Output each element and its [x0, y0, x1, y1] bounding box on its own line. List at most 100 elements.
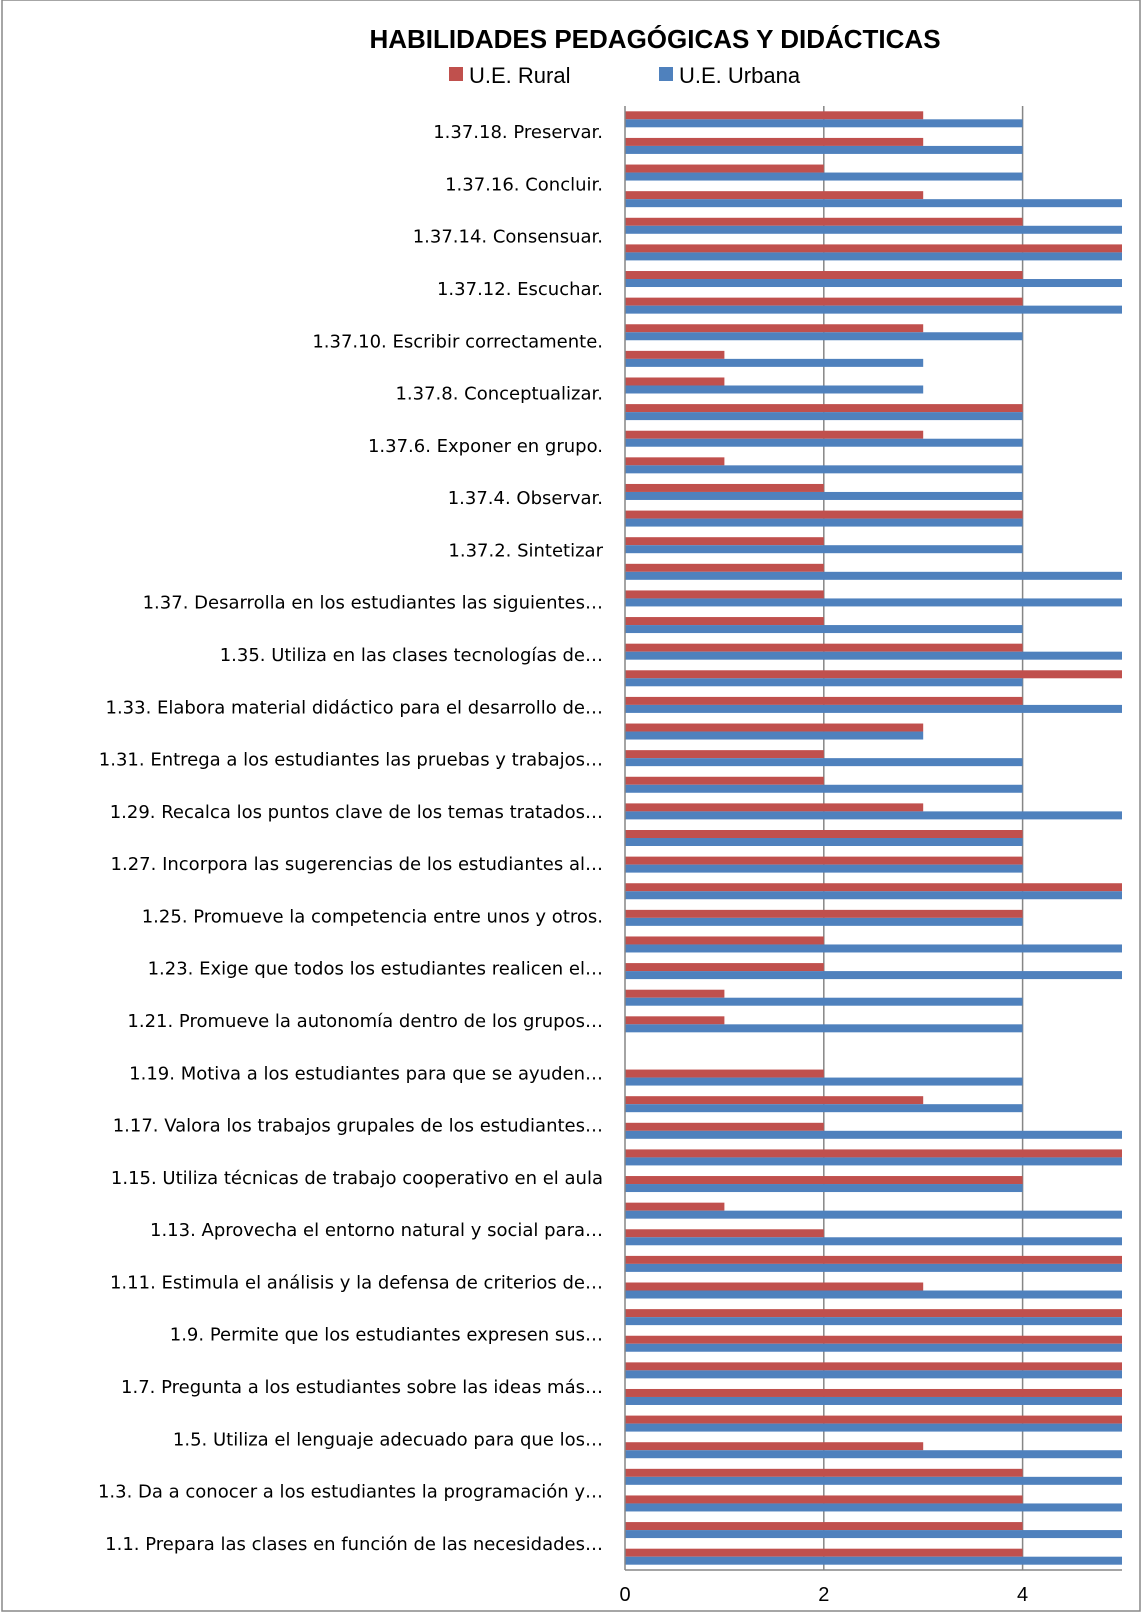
bar-urbana-3 [625, 1503, 1122, 1512]
bar-urbana-17 [625, 1130, 1122, 1139]
x-tick-label: 2 [818, 1584, 829, 1606]
category-label: 1.37.10. Escribir correctamente. [312, 331, 603, 352]
bar-rural-25 [625, 909, 1023, 918]
tick-labels: 0 2 4 [619, 1584, 1028, 1606]
bar-rural-50 [625, 244, 1122, 253]
category-label: 1.37.14. Consensuar. [413, 227, 603, 248]
bar-urbana-52 [625, 199, 1122, 208]
bar-rural-51 [625, 217, 1023, 226]
bar-rural-43 [625, 430, 924, 439]
bar-rural-2 [625, 1522, 1023, 1531]
bar-urbana-53 [625, 172, 1023, 181]
category-label: 1.21. Promueve la autonomía dentro de lo… [127, 1011, 603, 1032]
bar-rural-15 [625, 1176, 1023, 1185]
category-label: 1.37.16. Concluir. [445, 174, 603, 195]
category-label: 1.23. Exige que todos los estudiantes re… [148, 959, 603, 980]
bar-urbana-24 [625, 944, 1122, 953]
bar-urbana-54 [625, 145, 1023, 154]
legend-swatch-rural [449, 67, 463, 81]
category-label: 1.19. Motiva a los estudiantes para que … [129, 1063, 603, 1084]
bar-rural-3 [625, 1495, 1023, 1504]
bar-urbana-6 [625, 1423, 1122, 1432]
bar-rural-6 [625, 1415, 1122, 1424]
bar-urbana-5 [625, 1450, 1122, 1459]
bar-rural-10 [625, 1309, 1122, 1318]
bar-rural-40 [625, 510, 1023, 519]
bar-urbana-4 [625, 1476, 1122, 1485]
bar-urbana-9 [625, 1343, 1122, 1352]
bar-urbana-15 [625, 1184, 1023, 1193]
bar-urbana-25 [625, 917, 1023, 926]
bar-urbana-13 [625, 1237, 1122, 1246]
category-label: 1.35. Utiliza en las clases tecnologías … [220, 645, 603, 666]
bar-rural-29 [625, 803, 924, 812]
bar-urbana-11 [625, 1290, 1122, 1299]
legend-label-urbana: U.E. Urbana [679, 63, 801, 88]
bar-urbana-1 [625, 1556, 1122, 1565]
bar-urbana-16 [625, 1157, 1122, 1166]
chart-title: HABILIDADES PEDAGÓGICAS Y DIDÁCTICAS [369, 24, 940, 54]
bar-urbana-40 [625, 518, 1023, 527]
bar-rural-13 [625, 1229, 824, 1238]
bars [625, 111, 1122, 1565]
bar-urbana-18 [625, 1104, 1023, 1113]
bar-rural-46 [625, 350, 725, 359]
bar-rural-5 [625, 1442, 924, 1451]
bar-urbana-29 [625, 811, 1122, 820]
category-label: 1.37.18. Preservar. [433, 122, 603, 143]
bar-rural-22 [625, 989, 725, 998]
bar-urbana-28 [625, 838, 1023, 846]
bar-rural-41 [625, 483, 824, 492]
category-label: 1.1. Prepara las clases en función de la… [105, 1534, 603, 1555]
legend-label-rural: U.E. Rural [469, 63, 570, 88]
bar-rural-31 [625, 750, 824, 759]
category-label: 1.37.8. Conceptualizar. [395, 384, 603, 405]
bar-rural-30 [625, 776, 824, 785]
bar-rural-52 [625, 191, 924, 200]
category-label: 1.3. Da a conocer a los estudiantes la p… [98, 1482, 603, 1503]
bar-urbana-55 [625, 119, 1023, 128]
legend: U.E. Rural U.E. Urbana [449, 63, 801, 88]
bar-rural-19 [625, 1069, 824, 1078]
bar-rural-8 [625, 1362, 1122, 1371]
bar-urbana-36 [625, 625, 1023, 634]
bar-rural-44 [625, 404, 1023, 413]
bar-urbana-22 [625, 997, 1023, 1006]
bar-rural-24 [625, 936, 824, 945]
bar-rural-49 [625, 271, 1023, 280]
bar-rural-37 [625, 590, 824, 599]
bar-rural-48 [625, 297, 1023, 306]
bar-urbana-26 [625, 891, 1122, 900]
bar-rural-32 [625, 723, 924, 732]
category-labels: 1.37.18. Preservar. 1.37.16. Concluir. 1.3… [98, 122, 604, 1555]
bar-rural-23 [625, 963, 824, 972]
category-label: 1.15. Utiliza técnicas de trabajo cooper… [111, 1168, 603, 1189]
bar-urbana-47 [625, 332, 1023, 341]
bar-rural-14 [625, 1202, 725, 1211]
bar-urbana-37 [625, 598, 1122, 607]
bar-rural-53 [625, 164, 824, 173]
axes [624, 106, 1122, 1571]
category-label: 1.13. Aprovecha el entorno natural y soc… [150, 1220, 603, 1241]
bar-urbana-7 [625, 1396, 1122, 1405]
bar-urbana-42 [625, 465, 1023, 474]
bar-rural-7 [625, 1388, 1122, 1397]
category-label: 1.37.2. Sintetizar [448, 540, 603, 561]
bar-urbana-46 [625, 358, 924, 367]
category-label: 1.11. Estimula el análisis y la defensa … [110, 1272, 603, 1293]
category-label: 1.37. Desarrolla en los estudiantes las … [143, 593, 603, 614]
bar-rural-16 [625, 1149, 1122, 1158]
x-tick-label: 0 [619, 1584, 630, 1606]
bar-rural-38 [625, 563, 824, 572]
bar-urbana-30 [625, 784, 1023, 793]
bar-urbana-31 [625, 758, 1023, 767]
bar-urbana-27 [625, 864, 1023, 873]
bar-urbana-51 [625, 225, 1122, 234]
bar-rural-11 [625, 1282, 924, 1291]
category-label: 1.17. Valora los trabajos grupales de lo… [113, 1116, 603, 1137]
bar-rural-26 [625, 883, 1122, 892]
bar-rural-39 [625, 537, 824, 546]
bar-urbana-8 [625, 1370, 1122, 1379]
bar-urbana-10 [625, 1317, 1122, 1326]
bar-urbana-23 [625, 971, 1122, 980]
